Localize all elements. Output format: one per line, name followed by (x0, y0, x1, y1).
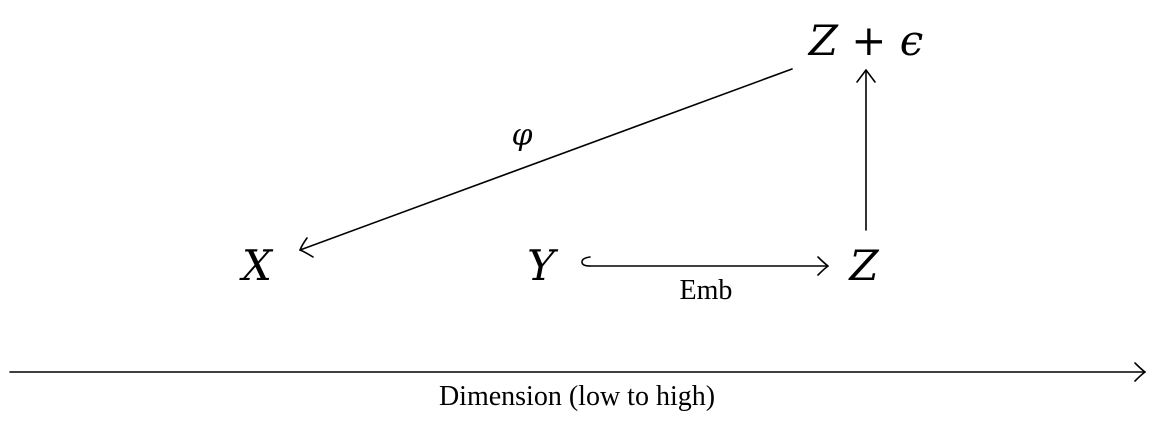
node-z-plus-epsilon: Z + ϵ (807, 16, 924, 65)
dimension-axis-arrowhead (1134, 362, 1146, 382)
node-z: Z (847, 241, 879, 290)
edge-emb-label: Emb (680, 275, 733, 306)
edge-phi (299, 68, 793, 258)
edge-emb-hook (581, 256, 591, 267)
dimension-axis (9, 362, 1146, 382)
edge-emb (581, 256, 829, 276)
edge-phi-arrowhead (299, 237, 314, 258)
edge-noise-arrowhead (856, 69, 876, 83)
edge-noise (856, 69, 876, 231)
node-x: X (239, 241, 274, 290)
node-y: Y (527, 241, 559, 290)
edge-phi-line (299, 68, 793, 251)
edge-emb-arrowhead (817, 256, 829, 276)
edge-phi-label: φ (511, 118, 532, 153)
dimension-axis-label: Dimension (low to high) (439, 381, 715, 412)
